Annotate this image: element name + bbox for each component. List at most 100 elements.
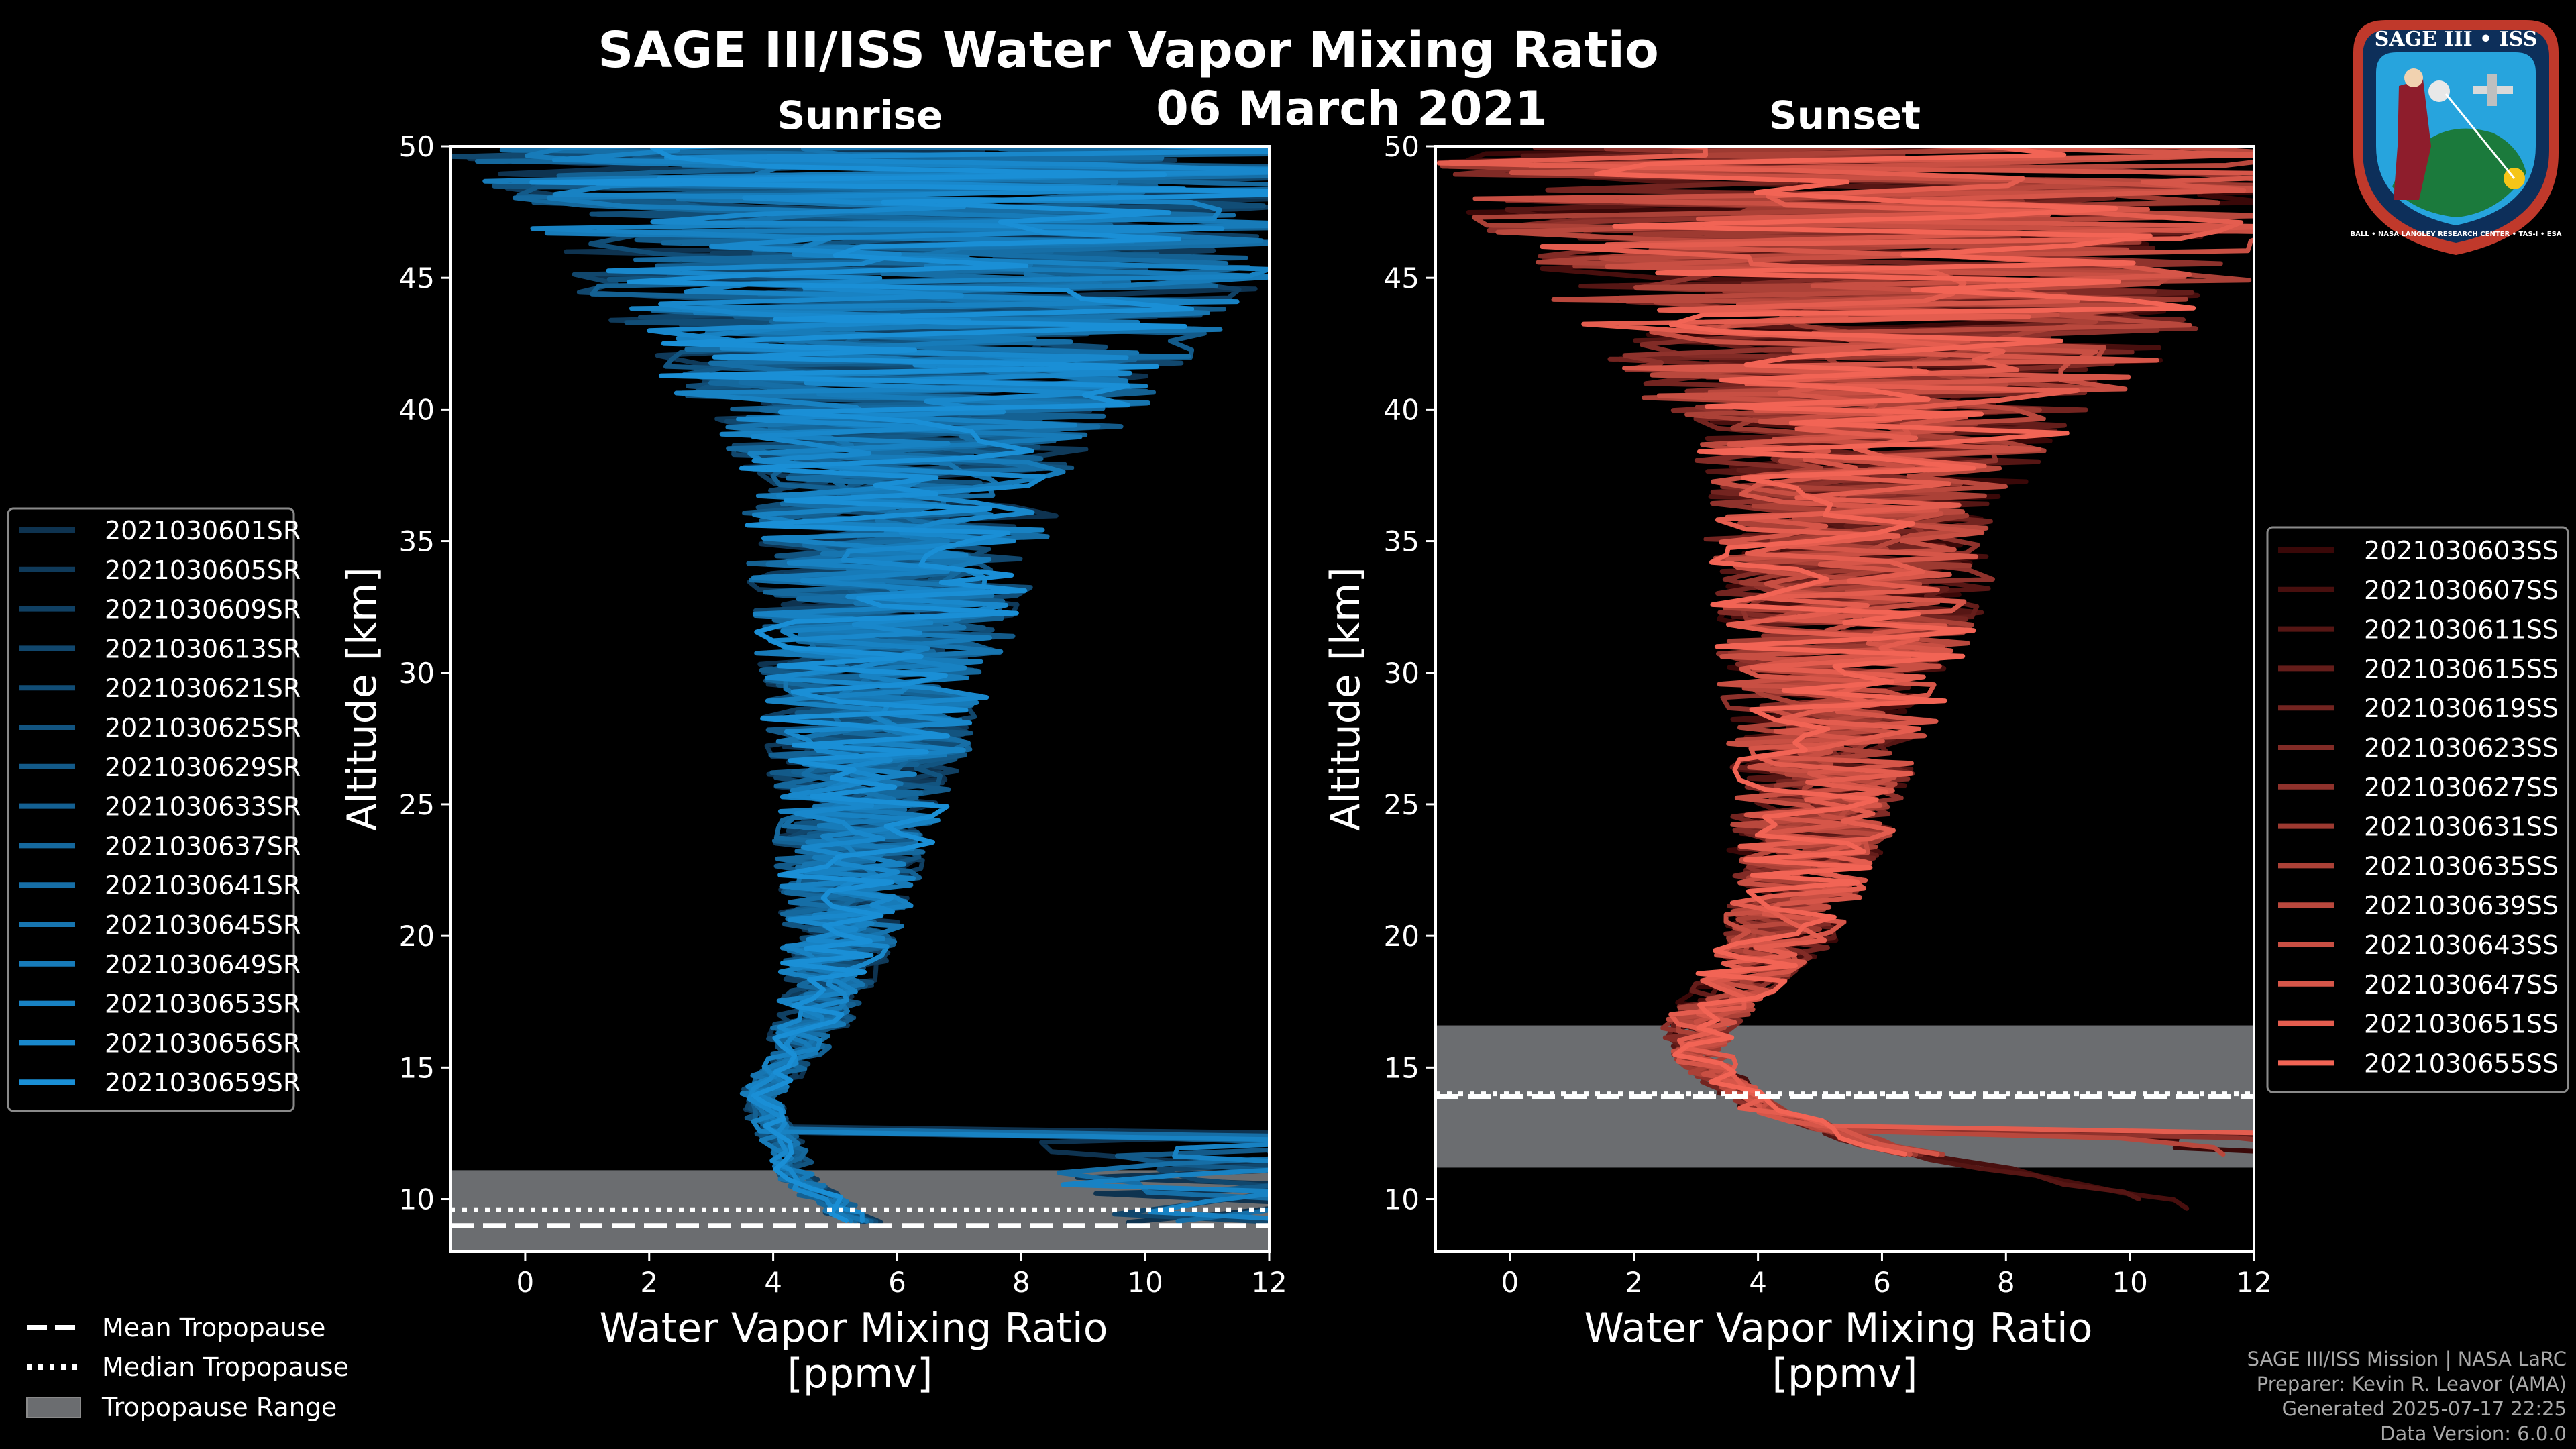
legend-label: 2021030633SR — [105, 792, 301, 822]
sunset-x-axis-label-line2: [ppmv] — [1772, 1350, 1918, 1397]
credits-preparer: Preparer: Kevin R. Leavor (AMA) — [2256, 1373, 2567, 1395]
sunset-y-tick-label: 35 — [1384, 525, 1419, 558]
sunrise-series-2021030659SR — [529, 146, 1269, 1224]
badge-title: SAGE III • ISS — [2375, 28, 2538, 51]
sunrise-y-tick-label: 15 — [399, 1051, 435, 1084]
sunset-y-tick-label: 45 — [1384, 262, 1419, 294]
sunset-x-tick-label: 2 — [1625, 1266, 1643, 1299]
legend-label: 2021030645SR — [105, 910, 301, 940]
sunrise-profile-lines — [451, 146, 1269, 1225]
legend-label: 2021030627SS — [2364, 773, 2559, 802]
sunset-legend: 2021030603SS 2021030607SS 2021030611SS 2021… — [2266, 526, 2569, 1093]
legend-label: 2021030631SS — [2364, 812, 2559, 842]
credits-mission: SAGE III/ISS Mission | NASA LaRC — [2247, 1348, 2567, 1371]
legend-label: 2021030649SR — [105, 950, 301, 979]
sunrise-y-tick-label: 45 — [399, 262, 435, 294]
sunrise-y-tick-label: 30 — [399, 657, 435, 690]
figure-icon — [2394, 79, 2431, 200]
legend-label: 2021030651SS — [2364, 1010, 2559, 1039]
sunset-y-tick-label: 15 — [1384, 1051, 1419, 1084]
sunset-series-2021030651SS — [1436, 146, 2254, 1136]
credits-generated: Generated 2025-07-17 22:25 — [2282, 1397, 2567, 1420]
sage-iii-iss-logo: SAGE III • ISS BALL • NASA LANGLEY RESEA… — [2350, 20, 2562, 255]
sunrise-x-axis-label-line1: Water Vapor Mixing Ratio — [599, 1305, 1108, 1352]
mean-tropopause-label: Mean Tropopause — [102, 1313, 325, 1342]
figure-title: SAGE III/ISS Water Vapor Mixing Ratio — [598, 21, 1659, 79]
sunrise-legend-entries: 2021030601SR 2021030605SR 2021030609SR 2021… — [19, 516, 301, 1097]
sunrise-axes-frame — [449, 145, 1271, 1253]
sunset-y-tick-label: 20 — [1384, 920, 1419, 953]
sunset-x-tick-label: 12 — [2236, 1266, 2271, 1299]
sunrise-series-2021030656SR — [606, 146, 1269, 1224]
sunset-legend-box — [2266, 526, 2569, 1093]
legend-label: 2021030605SR — [105, 555, 301, 585]
sunrise-y-tick-label: 50 — [399, 130, 435, 163]
legend-label: 2021030653SR — [105, 989, 301, 1019]
sunset-x-tick-label: 0 — [1501, 1266, 1519, 1299]
sunset-axes-frame — [1434, 145, 2255, 1253]
legend-label: 2021030639SS — [2364, 891, 2559, 920]
subtitle-sunrise: Sunrise — [777, 93, 943, 138]
sunset-x-tick-label: 4 — [1749, 1266, 1767, 1299]
sunrise-x-tick-label: 0 — [517, 1266, 535, 1299]
legend-label: 2021030611SS — [2364, 615, 2559, 645]
sunrise-y-tick-label: 35 — [399, 525, 435, 558]
sunrise-x-tick-label: 6 — [888, 1266, 906, 1299]
sunrise-series-2021030649SR — [482, 146, 1269, 1224]
sunset-series-2021030655SS — [1594, 146, 2196, 1157]
legend-label: 2021030637SR — [105, 831, 301, 861]
tropopause-range-label: Tropopause Range — [101, 1393, 337, 1422]
sunrise-legend-box — [7, 507, 295, 1112]
sunrise-x-tick-label: 2 — [640, 1266, 658, 1299]
legend-label: 2021030629SR — [105, 753, 301, 782]
sunrise-panel: 0 2 4 6 8 10 12 10 15 20 25 30 35 40 45 50 Altitude [km… — [339, 130, 1287, 1397]
credits-version: Data Version: 6.0.0 — [2380, 1422, 2567, 1445]
sunset-profile-lines — [1436, 146, 2254, 1211]
sunrise-y-tick-label: 10 — [399, 1183, 435, 1216]
sunset-x-axis-label: Water Vapor Mixing Ratio [ppmv] — [1584, 1305, 2105, 1397]
sunset-y-tick-label: 40 — [1384, 393, 1419, 426]
sunset-y-tick-label: 10 — [1384, 1183, 1419, 1216]
sunrise-x-axis-label-line2: [ppmv] — [788, 1350, 933, 1397]
legend-label: 2021030656SR — [105, 1028, 301, 1058]
sunrise-x-tick-label: 4 — [764, 1266, 782, 1299]
sunset-x-tick-label: 6 — [1873, 1266, 1891, 1299]
credits-footer: SAGE III/ISS Mission | NASA LaRC Prepare… — [2247, 1347, 2567, 1446]
legend-label: 2021030635SS — [2364, 851, 2559, 881]
sunset-y-tick-label: 30 — [1384, 657, 1419, 690]
legend-label: 2021030619SS — [2364, 694, 2559, 723]
legend-label: 2021030643SS — [2364, 930, 2559, 960]
legend-label: 2021030641SR — [105, 871, 301, 900]
sunset-legend-entries: 2021030603SS 2021030607SS 2021030611SS 2021… — [2278, 536, 2559, 1078]
sunset-x-tick-label: 10 — [2112, 1266, 2147, 1299]
moon-icon — [2428, 80, 2450, 102]
legend-label: 2021030659SR — [105, 1068, 301, 1097]
tropopause-range-key — [26, 1397, 81, 1418]
legend-label: 2021030601SR — [105, 516, 301, 545]
tropopause-legend: Mean Tropopause Median Tropopause Tropop… — [26, 1313, 349, 1422]
sunrise-x-tick-label: 8 — [1012, 1266, 1030, 1299]
legend-label: 2021030625SR — [105, 713, 301, 743]
sunrise-x-tick-label: 10 — [1127, 1266, 1163, 1299]
median-tropopause-label: Median Tropopause — [102, 1352, 349, 1382]
legend-label: 2021030603SS — [2364, 536, 2559, 566]
legend-label: 2021030607SS — [2364, 576, 2559, 605]
sunset-y-tick-label: 50 — [1384, 130, 1419, 163]
legend-label: 2021030615SS — [2364, 654, 2559, 684]
figure-date: 06 March 2021 — [1156, 81, 1548, 136]
sunrise-y-axis-label: Altitude [km] — [339, 567, 386, 831]
subtitle-sunset: Sunset — [1769, 93, 1921, 138]
sunrise-x-tick-label: 12 — [1251, 1266, 1287, 1299]
sunrise-x-axis-label: Water Vapor Mixing Ratio [ppmv] — [599, 1305, 1120, 1397]
legend-label: 2021030623SS — [2364, 733, 2559, 763]
sunrise-legend: 2021030601SR 2021030605SR 2021030609SR 2021… — [7, 507, 301, 1112]
legend-label: 2021030647SS — [2364, 970, 2559, 1000]
sunset-x-axis-label-line1: Water Vapor Mixing Ratio — [1584, 1305, 2092, 1352]
sunset-panel: 0 2 4 6 8 10 12 10 15 20 25 30 35 40 45 50 Altitude [km… — [1322, 130, 2272, 1397]
legend-label: 2021030613SR — [105, 634, 301, 663]
sunset-y-axis-label: Altitude [km] — [1322, 567, 1369, 831]
sunrise-ticks: 0 2 4 6 8 10 12 10 15 20 25 30 35 40 45 50 — [399, 130, 1287, 1299]
legend-label: 2021030655SS — [2364, 1049, 2559, 1078]
sunrise-y-tick-label: 20 — [399, 920, 435, 953]
sunset-x-tick-label: 8 — [1997, 1266, 2015, 1299]
